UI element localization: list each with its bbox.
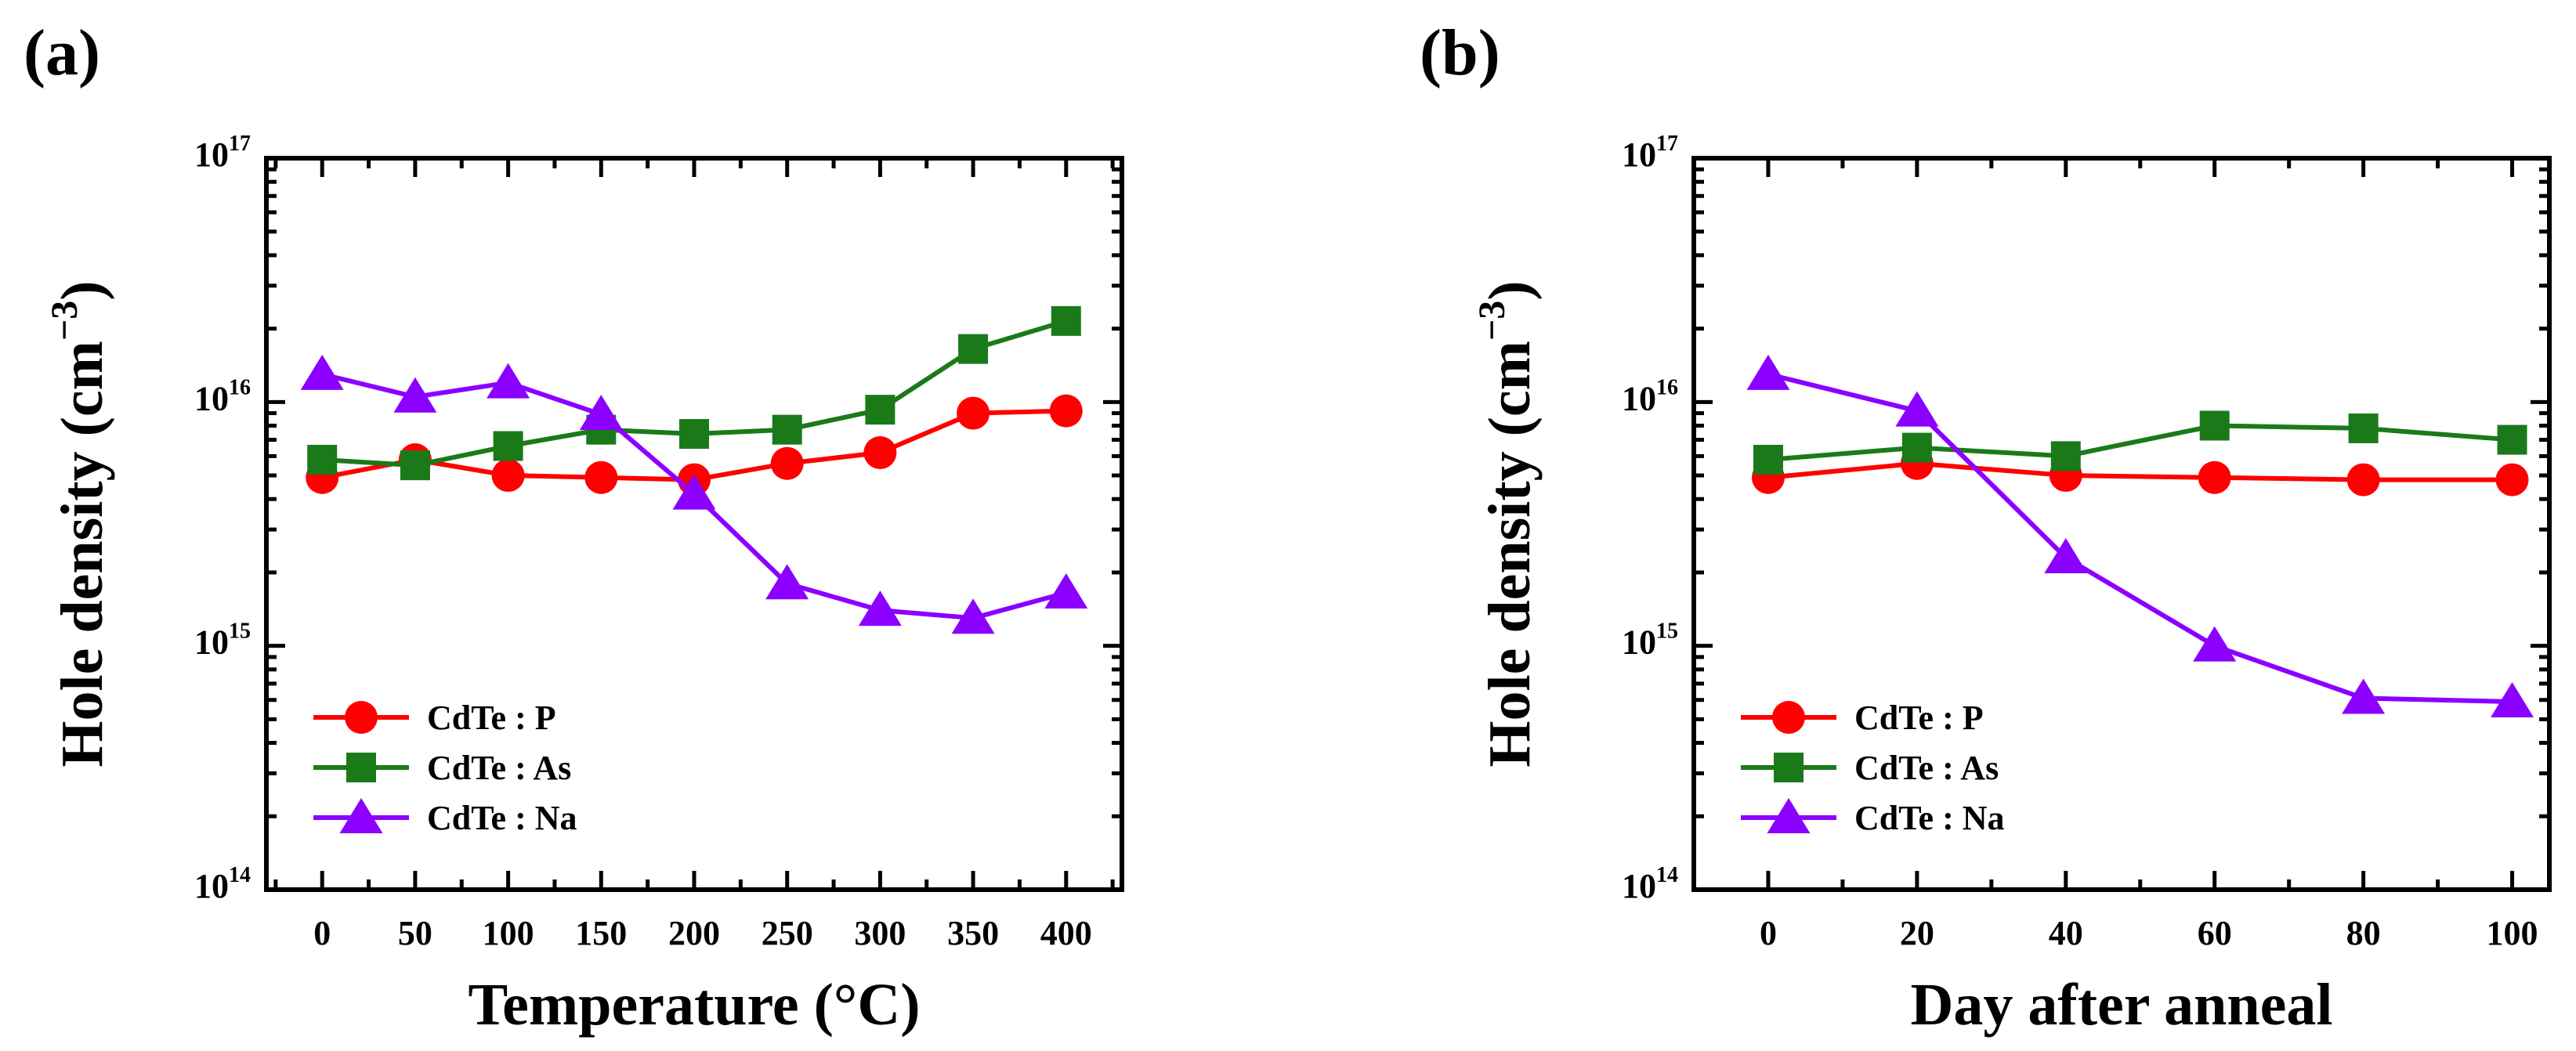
data-point-square bbox=[679, 419, 709, 450]
data-point-circle bbox=[491, 459, 525, 493]
series-square bbox=[1753, 410, 2527, 475]
legend-marker-square bbox=[346, 753, 376, 782]
series-circle bbox=[1751, 446, 2529, 497]
data-point-square bbox=[2050, 441, 2081, 471]
data-point-triangle bbox=[487, 363, 530, 399]
data-point-square bbox=[493, 431, 523, 461]
x-tick-label: 250 bbox=[762, 914, 813, 952]
data-point-circle bbox=[2198, 460, 2231, 494]
data-point-circle bbox=[2495, 463, 2529, 497]
plot-frame bbox=[264, 156, 1124, 892]
series-line bbox=[1767, 371, 2513, 705]
x-tick-label: 0 bbox=[1760, 914, 1777, 952]
y-tick-label: 1016 bbox=[1622, 375, 1678, 417]
y-axis-title: Hole density (cm−3) bbox=[44, 280, 115, 767]
data-point-square bbox=[772, 414, 802, 445]
y-tick-label: 1016 bbox=[194, 375, 251, 417]
series-line bbox=[1767, 460, 2513, 482]
legend-item: CdTe : P bbox=[313, 699, 556, 737]
data-point-triangle bbox=[393, 377, 437, 413]
data-point-square bbox=[1901, 432, 1932, 463]
x-tick-label: 300 bbox=[854, 914, 906, 952]
y-tick-label: 1017 bbox=[1622, 132, 1678, 174]
y-tick-label: 1014 bbox=[194, 863, 251, 905]
data-point-triangle bbox=[672, 474, 716, 510]
data-point-triangle bbox=[2491, 682, 2534, 718]
legend-label: CdTe : Na bbox=[1854, 799, 2005, 837]
legend-marker-triangle bbox=[1767, 798, 1811, 833]
data-point-square bbox=[958, 334, 989, 364]
legend-marker-triangle bbox=[339, 798, 383, 833]
data-point-triangle bbox=[951, 598, 995, 634]
data-point-triangle bbox=[2044, 538, 2088, 574]
data-point-triangle bbox=[579, 395, 623, 431]
panel-label: (b) bbox=[1420, 16, 1500, 89]
legend-label: CdTe : P bbox=[1854, 699, 1984, 737]
data-point-triangle bbox=[1895, 391, 1939, 427]
data-point-circle bbox=[863, 435, 897, 469]
y-tick-label: 1014 bbox=[1622, 863, 1678, 905]
x-tick-label: 60 bbox=[2198, 914, 2232, 952]
legend-label: CdTe : Na bbox=[427, 799, 577, 837]
series-triangle bbox=[1746, 354, 2534, 718]
y-tick-label: 1017 bbox=[194, 132, 251, 174]
legend-label: CdTe : As bbox=[427, 749, 571, 787]
data-point-square bbox=[1753, 444, 1783, 475]
legend-marker-circle bbox=[345, 701, 378, 734]
x-tick-label: 100 bbox=[2487, 914, 2538, 952]
plot-frame bbox=[1691, 156, 2552, 892]
legend-item: CdTe : Na bbox=[313, 798, 577, 837]
x-tick-label: 200 bbox=[668, 914, 720, 952]
legend-item: CdTe : Na bbox=[1741, 798, 2005, 837]
data-point-square bbox=[865, 395, 895, 425]
data-point-square bbox=[2199, 410, 2230, 441]
x-tick-label: 0 bbox=[313, 914, 331, 952]
y-tick-label: 1015 bbox=[194, 619, 251, 662]
legend-label: CdTe : P bbox=[427, 699, 556, 737]
legend-item: CdTe : P bbox=[1741, 699, 1984, 737]
data-point-square bbox=[2348, 413, 2379, 443]
x-tick-label: 350 bbox=[947, 914, 999, 952]
data-point-circle bbox=[1049, 394, 1083, 428]
data-point-circle bbox=[770, 446, 804, 480]
data-point-triangle bbox=[1044, 572, 1088, 609]
data-point-triangle bbox=[1746, 354, 1790, 390]
x-axis-title: Temperature (°C) bbox=[468, 972, 920, 1038]
series-square bbox=[307, 305, 1081, 481]
data-point-circle bbox=[2346, 463, 2380, 497]
x-tick-label: 20 bbox=[1900, 914, 1934, 952]
data-point-circle bbox=[957, 396, 990, 430]
x-axis-title: Day after anneal bbox=[1911, 972, 2333, 1038]
legend-item: CdTe : As bbox=[313, 749, 571, 787]
chart-panel-a: (a) 1014 1015 1016 1017 0 50 100 150 200 250 300 350… bbox=[24, 16, 1124, 1038]
series-line bbox=[1767, 423, 2513, 462]
x-tick-label: 100 bbox=[483, 914, 534, 952]
data-point-triangle bbox=[858, 591, 902, 627]
legend-marker-square bbox=[1774, 753, 1804, 782]
chart-panel-b: (b) 1014 1015 1016 1017 0 20 40 60 80 100 Day after… bbox=[1420, 16, 2552, 1038]
data-point-square bbox=[400, 450, 430, 481]
y-axis-title: Hole density (cm−3) bbox=[1471, 280, 1543, 767]
x-tick-label: 50 bbox=[398, 914, 432, 952]
data-point-triangle bbox=[2342, 678, 2386, 714]
legend-item: CdTe : As bbox=[1741, 749, 1999, 787]
x-tick-label: 400 bbox=[1040, 914, 1092, 952]
data-point-triangle bbox=[765, 564, 809, 600]
data-point-square bbox=[1051, 305, 1081, 336]
x-tick-label: 150 bbox=[575, 914, 627, 952]
data-point-triangle bbox=[300, 354, 344, 390]
panel-label: (a) bbox=[24, 16, 100, 89]
x-tick-label: 80 bbox=[2346, 914, 2381, 952]
data-point-square bbox=[307, 444, 338, 475]
data-point-circle bbox=[584, 460, 618, 494]
series-triangle bbox=[300, 354, 1088, 634]
y-tick-label: 1015 bbox=[1622, 619, 1678, 662]
legend-label: CdTe : As bbox=[1854, 749, 1999, 787]
data-point-square bbox=[2497, 424, 2527, 455]
data-point-triangle bbox=[2193, 626, 2237, 662]
x-tick-label: 40 bbox=[2049, 914, 2083, 952]
legend-marker-circle bbox=[1772, 701, 1805, 734]
